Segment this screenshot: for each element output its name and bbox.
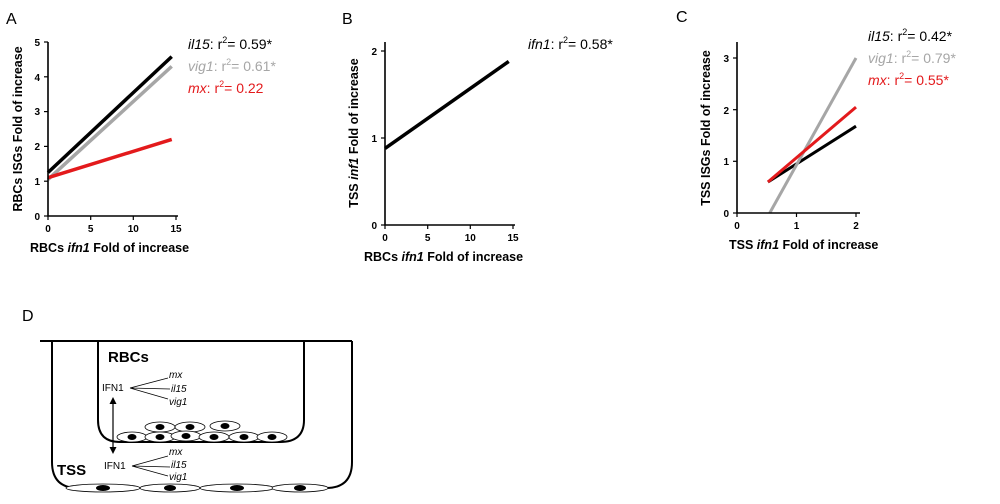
tss-cell bbox=[65, 483, 141, 493]
ifn1-lower-label: IFN1 bbox=[104, 461, 126, 472]
transwell-insert bbox=[97, 341, 305, 443]
legend-entry-il15: il15: r2= 0.59* bbox=[188, 35, 273, 52]
y-tick-label: 0 bbox=[371, 221, 377, 232]
rbc-cell bbox=[209, 420, 241, 432]
legend-entry-il15: il15: r2= 0.42* bbox=[868, 27, 953, 44]
regression-line-vig1 bbox=[46, 65, 173, 181]
gene-vig1-upper: vig1 bbox=[169, 397, 187, 408]
rbc-cell bbox=[144, 431, 176, 443]
panel-b-xlabel: RBCs ifn1 Fold of increase bbox=[364, 250, 523, 264]
x-tick-label: 1 bbox=[794, 221, 800, 232]
y-tick-label: 3 bbox=[34, 107, 40, 118]
panel-c: C 0 1 2 3 0 1 2 TSS ifn1 Fol bbox=[676, 9, 956, 252]
legend-entry-mx: mx: r2= 0.55* bbox=[868, 71, 949, 88]
panel-b-plot: 0 1 2 0 5 10 15 RBCs ifn1 Fold of increa… bbox=[347, 42, 523, 264]
panel-c-letter: C bbox=[676, 9, 688, 26]
double-arrow bbox=[109, 397, 117, 454]
y-tick-label: 1 bbox=[371, 134, 377, 145]
panel-c-legend: il15: r2= 0.42* vig1: r2= 0.79* mx: r2= … bbox=[868, 27, 956, 88]
panel-d: D RBCs TSS IFN1 mx il15 vig1 IFN1 mx il1… bbox=[22, 308, 353, 493]
legend-entry-mx: mx: r2= 0.22 bbox=[188, 79, 264, 96]
panel-a-letter: A bbox=[6, 11, 17, 28]
x-tick-label: 15 bbox=[170, 224, 182, 235]
legend-entry-vig1: vig1: r2= 0.61* bbox=[188, 57, 276, 74]
panel-a-legend: il15: r2= 0.59* vig1: r2= 0.61* mx: r2= … bbox=[188, 35, 276, 96]
y-tick-label: 1 bbox=[723, 157, 729, 168]
gene-vig1-lower: vig1 bbox=[169, 472, 187, 483]
panel-b-ylabel: TSS inf1 Fold of increase bbox=[347, 58, 361, 207]
regression-line-il15 bbox=[46, 55, 173, 174]
panel-a-plot: 0 1 2 3 4 5 0 5 10 15 RBCs ifn1 Fold of … bbox=[11, 38, 189, 255]
x-tick-label: 5 bbox=[88, 224, 94, 235]
panel-a-ylabel: RBCs ISGs Fold of increase bbox=[11, 46, 25, 211]
gene-il15-lower: il15 bbox=[171, 460, 187, 471]
x-tick-label: 10 bbox=[465, 233, 477, 244]
x-tick-label: 15 bbox=[507, 233, 519, 244]
regression-line-ifn1 bbox=[383, 60, 510, 150]
regression-line-il15 bbox=[767, 124, 857, 184]
gene-fan-upper bbox=[129, 377, 171, 400]
gene-mx-lower: mx bbox=[169, 447, 183, 458]
gene-il15-upper: il15 bbox=[171, 384, 187, 395]
panel-a: A 0 1 2 3 4 5 bbox=[6, 11, 276, 255]
x-tick-label: 5 bbox=[425, 233, 431, 244]
panel-d-letter: D bbox=[22, 308, 34, 325]
outer-well bbox=[40, 340, 353, 489]
panel-c-xticks: 0 1 2 bbox=[734, 213, 859, 232]
y-tick-label: 1 bbox=[34, 177, 40, 188]
panel-b-lines bbox=[383, 60, 510, 150]
rbc-cell bbox=[170, 430, 202, 442]
y-tick-label: 2 bbox=[34, 142, 40, 153]
panel-c-xlabel: TSS ifn1 Fold of increase bbox=[729, 238, 878, 252]
y-tick-label: 0 bbox=[34, 212, 40, 223]
regression-line-vig1 bbox=[768, 57, 858, 214]
panel-a-yticks: 0 1 2 3 4 5 bbox=[34, 38, 48, 223]
x-tick-label: 0 bbox=[382, 233, 388, 244]
rbc-cell bbox=[256, 431, 288, 443]
gene-mx-upper: mx bbox=[169, 370, 183, 381]
y-tick-label: 3 bbox=[723, 54, 729, 65]
tss-cell bbox=[199, 483, 275, 493]
tss-cells bbox=[65, 483, 329, 493]
panel-c-plot: 0 1 2 3 0 1 2 TSS ifn1 Fold of increase … bbox=[699, 42, 878, 252]
panel-c-yticks: 0 1 2 3 bbox=[723, 54, 737, 220]
panel-c-ylabel: TSS ISGs Fold of increase bbox=[699, 50, 713, 206]
panel-b-letter: B bbox=[342, 11, 353, 28]
y-tick-label: 4 bbox=[34, 73, 40, 84]
rbc-cell bbox=[144, 421, 176, 433]
panel-a-lines bbox=[46, 55, 173, 181]
x-tick-label: 10 bbox=[128, 224, 140, 235]
panel-a-xlabel: RBCs ifn1 Fold of increase bbox=[30, 241, 189, 255]
tss-cell bbox=[139, 483, 201, 493]
y-tick-label: 5 bbox=[34, 38, 40, 49]
tss-cell bbox=[271, 483, 329, 493]
ifn1-upper-label: IFN1 bbox=[102, 383, 124, 394]
gene-fan-lower bbox=[131, 455, 171, 477]
rbc-cell bbox=[174, 421, 206, 433]
rbc-cell bbox=[198, 431, 230, 443]
legend-entry-vig1: vig1: r2= 0.79* bbox=[868, 49, 956, 66]
panel-a-xticks: 0 5 10 15 bbox=[45, 216, 182, 235]
panel-c-lines bbox=[766, 57, 858, 214]
rbc-cells bbox=[116, 420, 288, 443]
x-tick-label: 0 bbox=[734, 221, 740, 232]
y-tick-label: 2 bbox=[371, 47, 377, 58]
panel-b-yticks: 0 1 2 bbox=[371, 47, 385, 232]
panel-b: B 0 1 2 0 5 10 15 RBCs ifn1 bbox=[342, 11, 613, 264]
x-tick-label: 2 bbox=[853, 221, 859, 232]
y-tick-label: 2 bbox=[723, 106, 729, 117]
panel-b-legend: ifn1: r2= 0.58* bbox=[528, 35, 613, 52]
rbc-cell bbox=[228, 431, 260, 443]
x-tick-label: 0 bbox=[45, 224, 51, 235]
rbc-cell bbox=[116, 431, 148, 443]
rbcs-label: RBCs bbox=[108, 349, 149, 366]
regression-line-mx bbox=[47, 137, 173, 180]
panel-b-xticks: 0 5 10 15 bbox=[382, 225, 519, 244]
regression-line-mx bbox=[766, 105, 857, 184]
tss-label: TSS bbox=[57, 462, 86, 479]
legend-entry-ifn1: ifn1: r2= 0.58* bbox=[528, 35, 613, 52]
panel-c-axes bbox=[736, 42, 860, 214]
y-tick-label: 0 bbox=[723, 209, 729, 220]
